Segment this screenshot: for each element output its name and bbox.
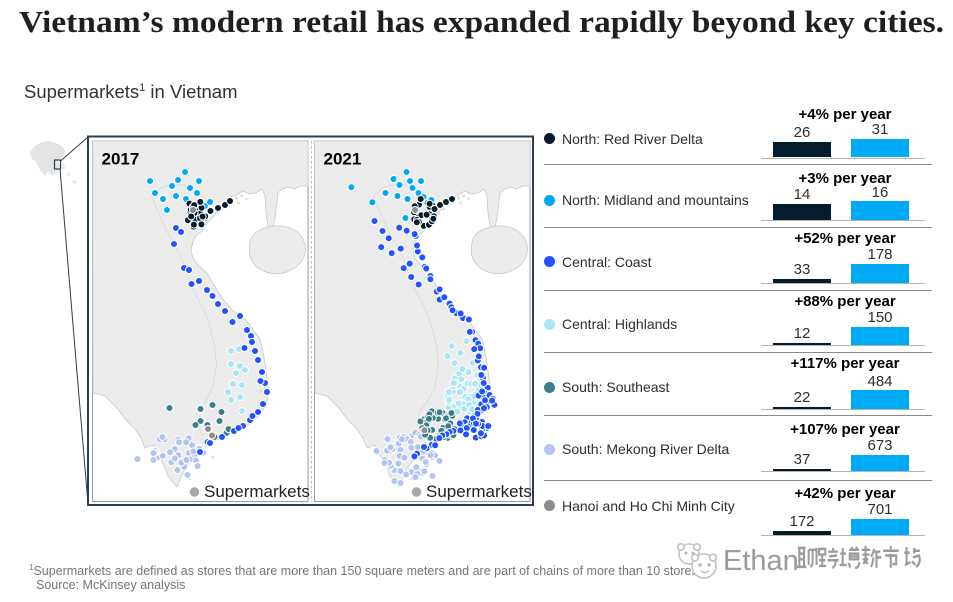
svg-text:Supermarkets: Supermarkets [204,482,310,501]
svg-text:2017: 2017 [102,150,140,169]
svg-text:2021: 2021 [324,150,362,169]
svg-text:Supermarkets: Supermarkets [426,482,532,501]
svg-text:Ethan: Ethan [723,545,799,577]
